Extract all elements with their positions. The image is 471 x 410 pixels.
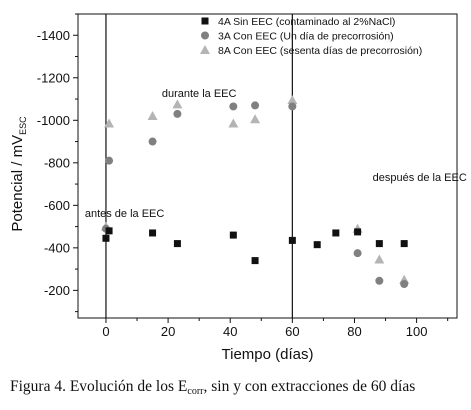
- data-point-triangle: [250, 114, 261, 124]
- data-point-triangle: [228, 118, 239, 128]
- x-tick-label: 80: [347, 324, 361, 339]
- x-tick-label: 40: [223, 324, 237, 339]
- data-point-square: [400, 240, 408, 248]
- caption-subscript: corr: [187, 386, 204, 397]
- data-point-square: [173, 240, 181, 248]
- y-axis-ticks: -1400 -1200 -1000 -800 -600 -400 -200: [37, 13, 78, 313]
- y-tick-label: -1200: [37, 70, 70, 85]
- data-point-triangle: [374, 254, 385, 264]
- legend-marker-triangle: [200, 45, 210, 54]
- y-axis-label: Potencial / mVESC: [9, 116, 28, 232]
- data-point-circle: [375, 276, 384, 285]
- data-point-circle: [173, 109, 182, 118]
- x-axis-label: Tiempo (días): [222, 346, 314, 363]
- data-point-circle: [251, 101, 260, 110]
- data-point-circle: [148, 137, 157, 146]
- data-point-triangle: [104, 118, 115, 128]
- x-tick-label: 100: [406, 324, 428, 339]
- x-tick-label: 60: [285, 324, 299, 339]
- chart-annotation: después de la EEC: [373, 172, 467, 184]
- data-point-square: [229, 231, 237, 239]
- y-tick-label: -800: [44, 155, 70, 170]
- data-point-square: [105, 227, 113, 235]
- annotations: antes de la EEC durante la EEC después de …: [85, 88, 467, 220]
- x-tick-label: 0: [102, 324, 109, 339]
- legend-marker-circle: [201, 31, 209, 40]
- phase-divider-lines: [105, 14, 293, 318]
- data-point-triangle: [287, 95, 298, 105]
- legend-entry-label: 8A Con EEC (sesenta días de precorrosión…: [218, 45, 422, 57]
- chart-annotation: antes de la EEC: [85, 208, 165, 220]
- data-point-circle: [105, 156, 114, 165]
- data-point-circle: [400, 279, 409, 288]
- x-axis-ticks: 0 20 40 60 80 100: [102, 318, 449, 339]
- potential-chart: 0 20 40 60 80 100 -1400 -1200 -1000 -800 -600 -400…: [9, 13, 467, 363]
- y-axis-label-subscript: ESC: [18, 116, 28, 135]
- caption-suffix: , sin y con extracciones de 60 días: [203, 378, 416, 395]
- data-point-square: [102, 234, 110, 242]
- data-point-square: [332, 229, 340, 237]
- x-tick-label: 20: [161, 324, 175, 339]
- figure-caption: Figura 4. Evolución de los Ecorr, sin y …: [10, 378, 471, 397]
- data-point-square: [251, 257, 259, 265]
- data-point-circle: [229, 102, 238, 111]
- legend-entry-label: 3A Con EEC (Un día de precorrosión): [218, 31, 394, 43]
- y-tick-label: -600: [44, 198, 70, 213]
- y-tick-label: -400: [44, 240, 70, 255]
- y-tick-label: -200: [44, 283, 70, 298]
- plot-frame: [77, 13, 458, 319]
- legend-marker-square: [201, 17, 209, 25]
- data-point-triangle: [172, 99, 183, 109]
- y-tick-label: -1000: [37, 113, 70, 128]
- data-point-circle: [353, 249, 362, 258]
- data-point-square: [375, 240, 383, 248]
- data-point-circle: [288, 102, 297, 111]
- caption-prefix: Figura 4. Evolución de los E: [10, 378, 188, 395]
- data-point-square: [149, 229, 157, 237]
- chart-annotation: durante la EEC: [162, 88, 237, 100]
- data-point-square: [313, 241, 321, 249]
- data-points: [100, 95, 410, 288]
- legend-entry-label: 4A Sin EEC (contaminado al 2%NaCl): [218, 16, 395, 28]
- legend: 4A Sin EEC (contaminado al 2%NaCl) 3A Con…: [200, 16, 422, 57]
- data-point-square: [288, 236, 296, 244]
- y-tick-label: -1400: [37, 28, 70, 43]
- y-axis-label-main: Potencial / mV: [9, 135, 26, 232]
- data-point-square: [354, 228, 362, 236]
- data-point-triangle: [147, 111, 158, 121]
